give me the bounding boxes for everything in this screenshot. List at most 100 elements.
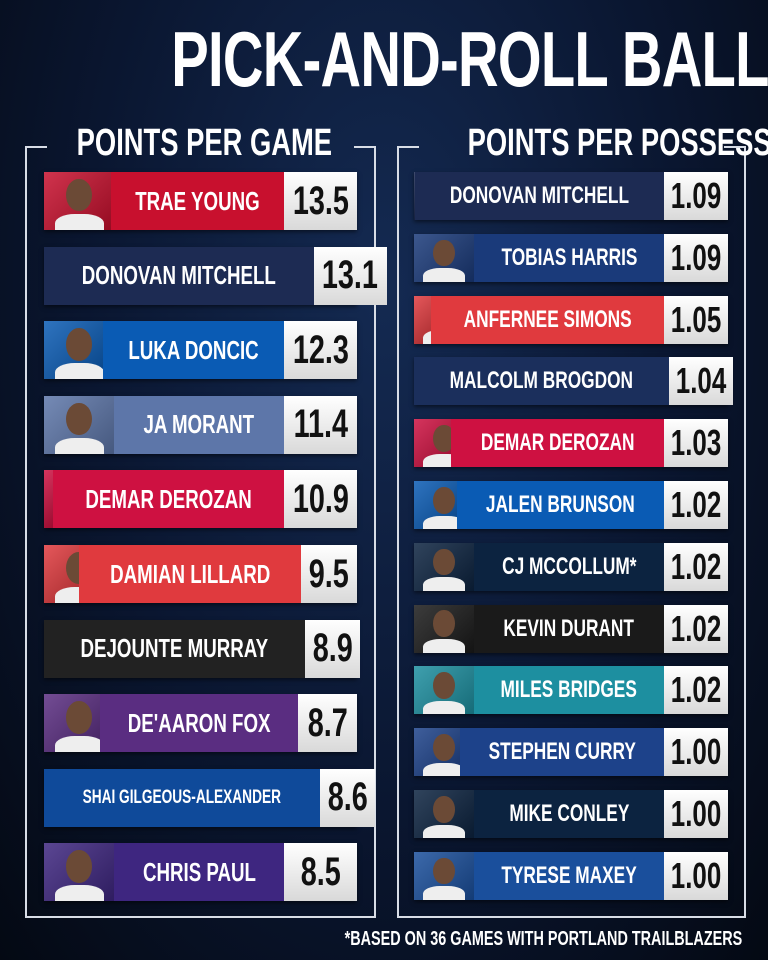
player-photo [414, 419, 451, 468]
photo-head [66, 178, 92, 212]
photo-head [433, 795, 455, 823]
player-name-text: DONOVAN MITCHELL [81, 260, 276, 291]
photo-body [423, 824, 465, 838]
player-photo [414, 604, 474, 653]
stat-value: 12.3 [284, 321, 357, 380]
stat-value-text: 13.5 [292, 178, 349, 223]
player-row: JALEN BRUNSON 1.02 [414, 481, 728, 529]
player-name: DEMAR DEROZAN [52, 470, 284, 529]
panel-heading: POINTS PER GAME [27, 122, 374, 165]
player-name-text: DAMIAN LILLARD [110, 558, 271, 589]
player-name: TOBIAS HARRIS [474, 233, 664, 282]
player-name: DONOVAN MITCHELL [415, 172, 664, 220]
player-name: DONOVAN MITCHELL [44, 246, 314, 305]
photo-body [423, 577, 465, 591]
player-photo [414, 790, 474, 838]
player-photo [44, 321, 103, 380]
player-row: MALCOLM BROGDON 1.04 [414, 357, 733, 406]
photo-body [54, 213, 104, 230]
stat-value-text: 1.02 [670, 484, 722, 525]
stat-value: 10.9 [284, 470, 357, 529]
player-row: MILES BRIDGES 1.02 [414, 666, 728, 715]
photo-body [423, 515, 458, 529]
player-name: DEJOUNTE MURRAY [44, 619, 305, 678]
player-row: KEVIN DURANT 1.02 [414, 604, 728, 653]
player-row: CHRIS PAUL 8.5 [44, 843, 357, 902]
player-row: STEPHEN CURRY 1.00 [414, 728, 728, 777]
photo-body [54, 437, 104, 454]
player-name: CJ MCCOLLUM* [474, 542, 664, 591]
photo-head [66, 551, 79, 585]
player-name: JA MORANT [114, 395, 284, 454]
stat-value: 8.5 [284, 843, 357, 902]
panel: POINTS PER POSSESSION DONOVAN MITCHELL 1.0… [397, 122, 768, 918]
player-photo [414, 851, 474, 900]
photo-head [433, 424, 451, 452]
player-photo [44, 843, 114, 902]
photo-body [54, 586, 79, 603]
player-photo [44, 545, 79, 603]
player-photo [414, 481, 458, 529]
player-name-text: TOBIAS HARRIS [500, 243, 638, 271]
stat-value-text: 1.03 [670, 422, 722, 464]
stat-value: 1.09 [664, 233, 728, 282]
stat-value-text: 1.02 [670, 545, 722, 587]
photo-body [423, 700, 465, 715]
player-photo [44, 470, 53, 529]
stat-value-text: 1.00 [670, 793, 722, 834]
footnote: *BASED ON 36 GAMES WITH PORTLAND TRAILBL… [344, 928, 742, 950]
stat-value-text: 13.1 [322, 253, 379, 298]
stat-value: 9.5 [301, 545, 357, 603]
player-row: SHAI GILGEOUS-ALEXANDER 8.6 [44, 768, 376, 827]
player-name: MALCOLM BROGDON [414, 357, 669, 406]
stat-value-text: 8.5 [300, 849, 341, 894]
player-name: CHRIS PAUL [114, 843, 284, 902]
stat-value-text: 8.6 [327, 775, 368, 820]
stat-value: 1.00 [664, 790, 728, 838]
photo-head [66, 850, 92, 883]
player-name: SHAI GILGEOUS-ALEXANDER [44, 768, 320, 827]
photo-body [54, 735, 101, 753]
player-name-text: JALEN BRUNSON [486, 491, 636, 518]
player-name-text: CHRIS PAUL [142, 856, 256, 887]
player-name-text: CJ MCCOLLUM* [501, 552, 637, 580]
player-name: DAMIAN LILLARD [78, 545, 302, 603]
photo-head [433, 486, 455, 514]
player-name: TRAE YOUNG [111, 172, 284, 230]
photo-body [54, 362, 103, 380]
player-name-text: LUKA DONCIC [128, 334, 259, 365]
player-name-text: MIKE CONLEY [508, 800, 630, 827]
photo-body [54, 885, 104, 902]
panel: POINTS PER GAME TRAE YOUNG 13.5 DONOVAN MIT… [25, 122, 387, 918]
player-name-text: TRAE YOUNG [135, 185, 260, 216]
player-row: DONOVAN MITCHELL 13.1 [44, 246, 387, 305]
player-name-text: DEMAR DEROZAN [480, 429, 635, 457]
player-name-text: MALCOLM BROGDON [449, 367, 633, 395]
player-name-text: JA MORANT [143, 409, 255, 440]
player-row: MIKE CONLEY 1.00 [414, 790, 728, 838]
photo-body [423, 762, 460, 777]
player-row: TYRESE MAXEY 1.00 [414, 851, 728, 900]
stat-value: 1.03 [664, 419, 728, 468]
photo-body [423, 268, 465, 282]
stat-value-text: 1.04 [675, 360, 726, 402]
photo-head [433, 857, 455, 885]
stat-value-text: 1.00 [670, 854, 722, 896]
player-row: DONOVAN MITCHELL 1.09 [414, 172, 728, 220]
player-row: TOBIAS HARRIS 1.09 [414, 233, 728, 282]
stat-value: 13.5 [284, 172, 357, 230]
player-photo [44, 172, 112, 230]
photo-head [433, 733, 455, 761]
stat-value-text: 8.9 [312, 626, 353, 671]
photo-head [433, 548, 455, 576]
player-name: JALEN BRUNSON [457, 481, 664, 529]
player-name-text: MILES BRIDGES [500, 676, 638, 704]
stat-value: 8.7 [298, 694, 357, 753]
stat-value: 1.00 [664, 728, 728, 777]
player-name-text: STEPHEN CURRY [488, 738, 636, 766]
player-photo [414, 542, 474, 591]
photo-body [423, 330, 431, 344]
stat-value: 13.1 [313, 246, 387, 305]
stat-value: 11.4 [284, 395, 357, 454]
